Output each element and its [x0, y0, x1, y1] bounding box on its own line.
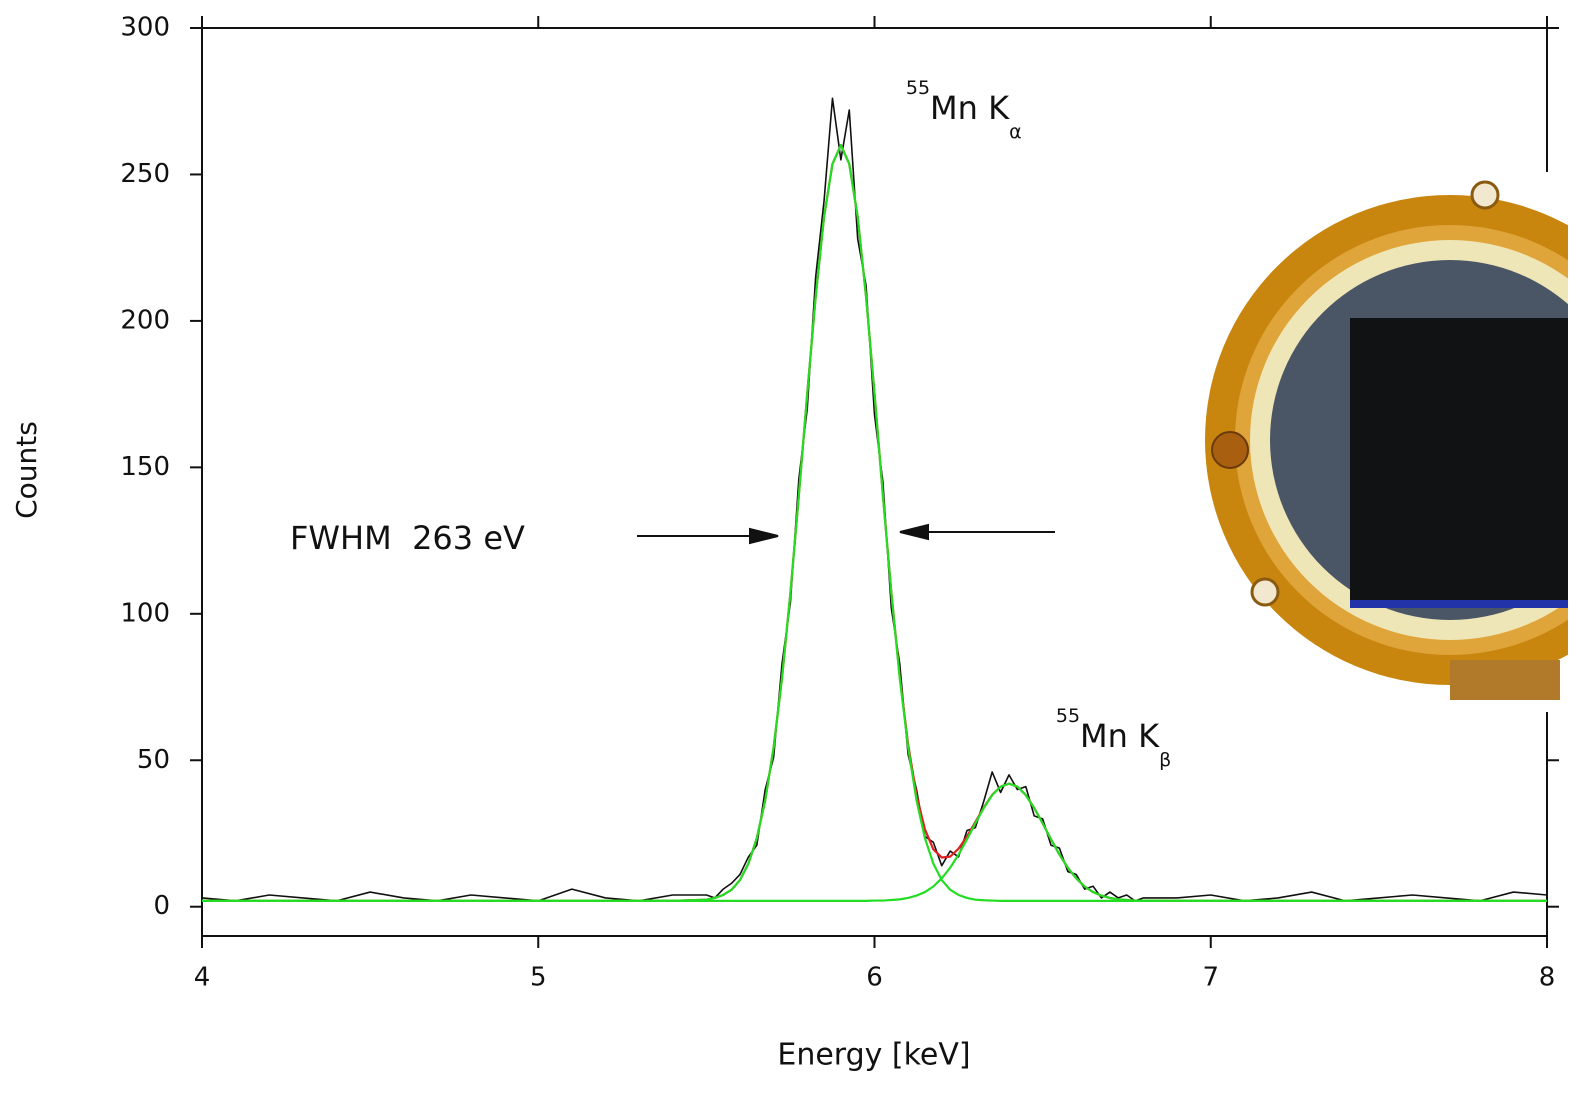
y-tick-label: 0	[153, 891, 170, 921]
k-beta-annotation: 55Mn Kβ	[1005, 705, 1202, 778]
y-tick-label: 50	[137, 745, 170, 775]
subscript: α	[1009, 121, 1022, 143]
x-tick-label: 6	[866, 963, 883, 993]
superscript: 55	[906, 77, 930, 99]
y-tick-label: 150	[120, 452, 170, 482]
x-axis-title: Energy [keV]	[777, 1038, 970, 1073]
plot-marks: 4 5 6 7 8 0 50 100 150 200 250 300	[120, 13, 1559, 993]
y-tick-label: 250	[120, 159, 170, 189]
x-tick-label: 7	[1202, 963, 1219, 993]
x-tick-label: 4	[194, 963, 211, 993]
label: Mn K	[930, 89, 1010, 127]
label: Mn K	[1080, 717, 1160, 755]
fit-line	[202, 782, 1547, 902]
y-tick-label: 200	[120, 305, 170, 335]
subscript: β	[1159, 749, 1171, 771]
fwhm-annotation: FWHM 263 eV	[290, 519, 525, 557]
k-alpha-annotation: 55Mn Kα	[855, 77, 1052, 150]
x-tick-label: 8	[1539, 963, 1556, 993]
superscript: 55	[1056, 705, 1080, 727]
x-tick-label: 5	[530, 963, 547, 993]
fwhm-arrows	[637, 523, 1055, 545]
y-axis-title: Counts	[10, 421, 43, 519]
detector-photo	[1205, 172, 1568, 712]
y-tick-label: 300	[120, 13, 170, 43]
y-tick-label: 100	[120, 598, 170, 628]
